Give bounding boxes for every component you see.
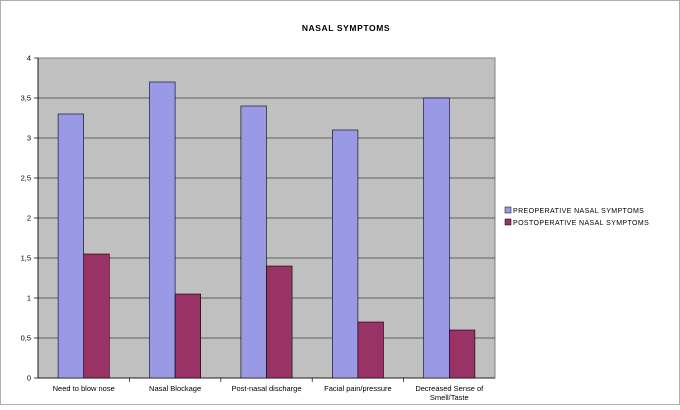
y-tick-label: 4 (27, 54, 31, 63)
chart-title: NASAL SYMPTOMS (302, 23, 390, 33)
x-tick-label: Need to blow nose (53, 384, 115, 393)
y-tick-label: 3,5 (21, 94, 31, 103)
y-tick-label: 0,5 (21, 334, 31, 343)
bar (240, 105, 267, 379)
y-tick-label: 1 (27, 294, 31, 303)
bar (357, 321, 384, 379)
legend: PREOPERATIVE NASAL SYMPTOMS POSTOPERATIVE… (504, 206, 649, 227)
bar (174, 293, 201, 379)
y-tick-label: 1,5 (21, 254, 31, 263)
y-tick-label: 2 (27, 214, 31, 223)
legend-label: PREOPERATIVE NASAL SYMPTOMS (513, 208, 644, 215)
y-tick-label: 3 (27, 134, 31, 143)
bar (266, 265, 293, 379)
bar (448, 329, 476, 379)
x-tick-label: Decreased Sense of (415, 384, 484, 393)
x-tick-label: Facial pain/pressure (324, 384, 392, 393)
x-tick-label: Smell/Taste (430, 393, 469, 402)
legend-label: POSTOPERATIVE NASAL SYMPTOMS (513, 220, 649, 227)
x-tick-label: Post-nasal discharge (231, 384, 301, 393)
bar (83, 253, 110, 379)
legend-swatch (504, 218, 512, 226)
bar (423, 97, 450, 379)
y-tick-label: 0 (27, 374, 31, 383)
bar (149, 81, 176, 379)
y-tick-label: 2,5 (21, 174, 31, 183)
legend-swatch (504, 206, 512, 214)
x-tick-label: Nasal Blockage (149, 384, 201, 393)
bar (332, 129, 359, 379)
plot-area: 0 0,5 1 1,5 2 2,5 3 3,5 4 Need to blow nose Nasal … (21, 54, 496, 402)
bar (57, 113, 85, 379)
